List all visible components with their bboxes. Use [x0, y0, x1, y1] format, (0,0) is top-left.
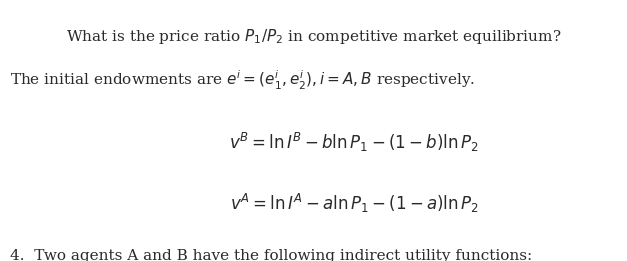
Text: 4.  Two agents A and B have the following indirect utility functions:: 4. Two agents A and B have the following…: [10, 249, 532, 261]
Text: The initial endowments are $e^i = (e^i_1, e^i_2), i = A, B$ respectively.: The initial endowments are $e^i = (e^i_1…: [10, 69, 475, 92]
Text: What is the price ratio $P_1/P_2$ in competitive market equilibrium?: What is the price ratio $P_1/P_2$ in com…: [66, 27, 561, 46]
Text: $v^A = \ln I^A - a\ln P_1 - (1-a)\ln P_2$: $v^A = \ln I^A - a\ln P_1 - (1-a)\ln P_2…: [229, 192, 479, 215]
Text: $v^B = \ln I^B - b\ln P_1 - (1-b)\ln P_2$: $v^B = \ln I^B - b\ln P_1 - (1-b)\ln P_2…: [229, 130, 479, 154]
